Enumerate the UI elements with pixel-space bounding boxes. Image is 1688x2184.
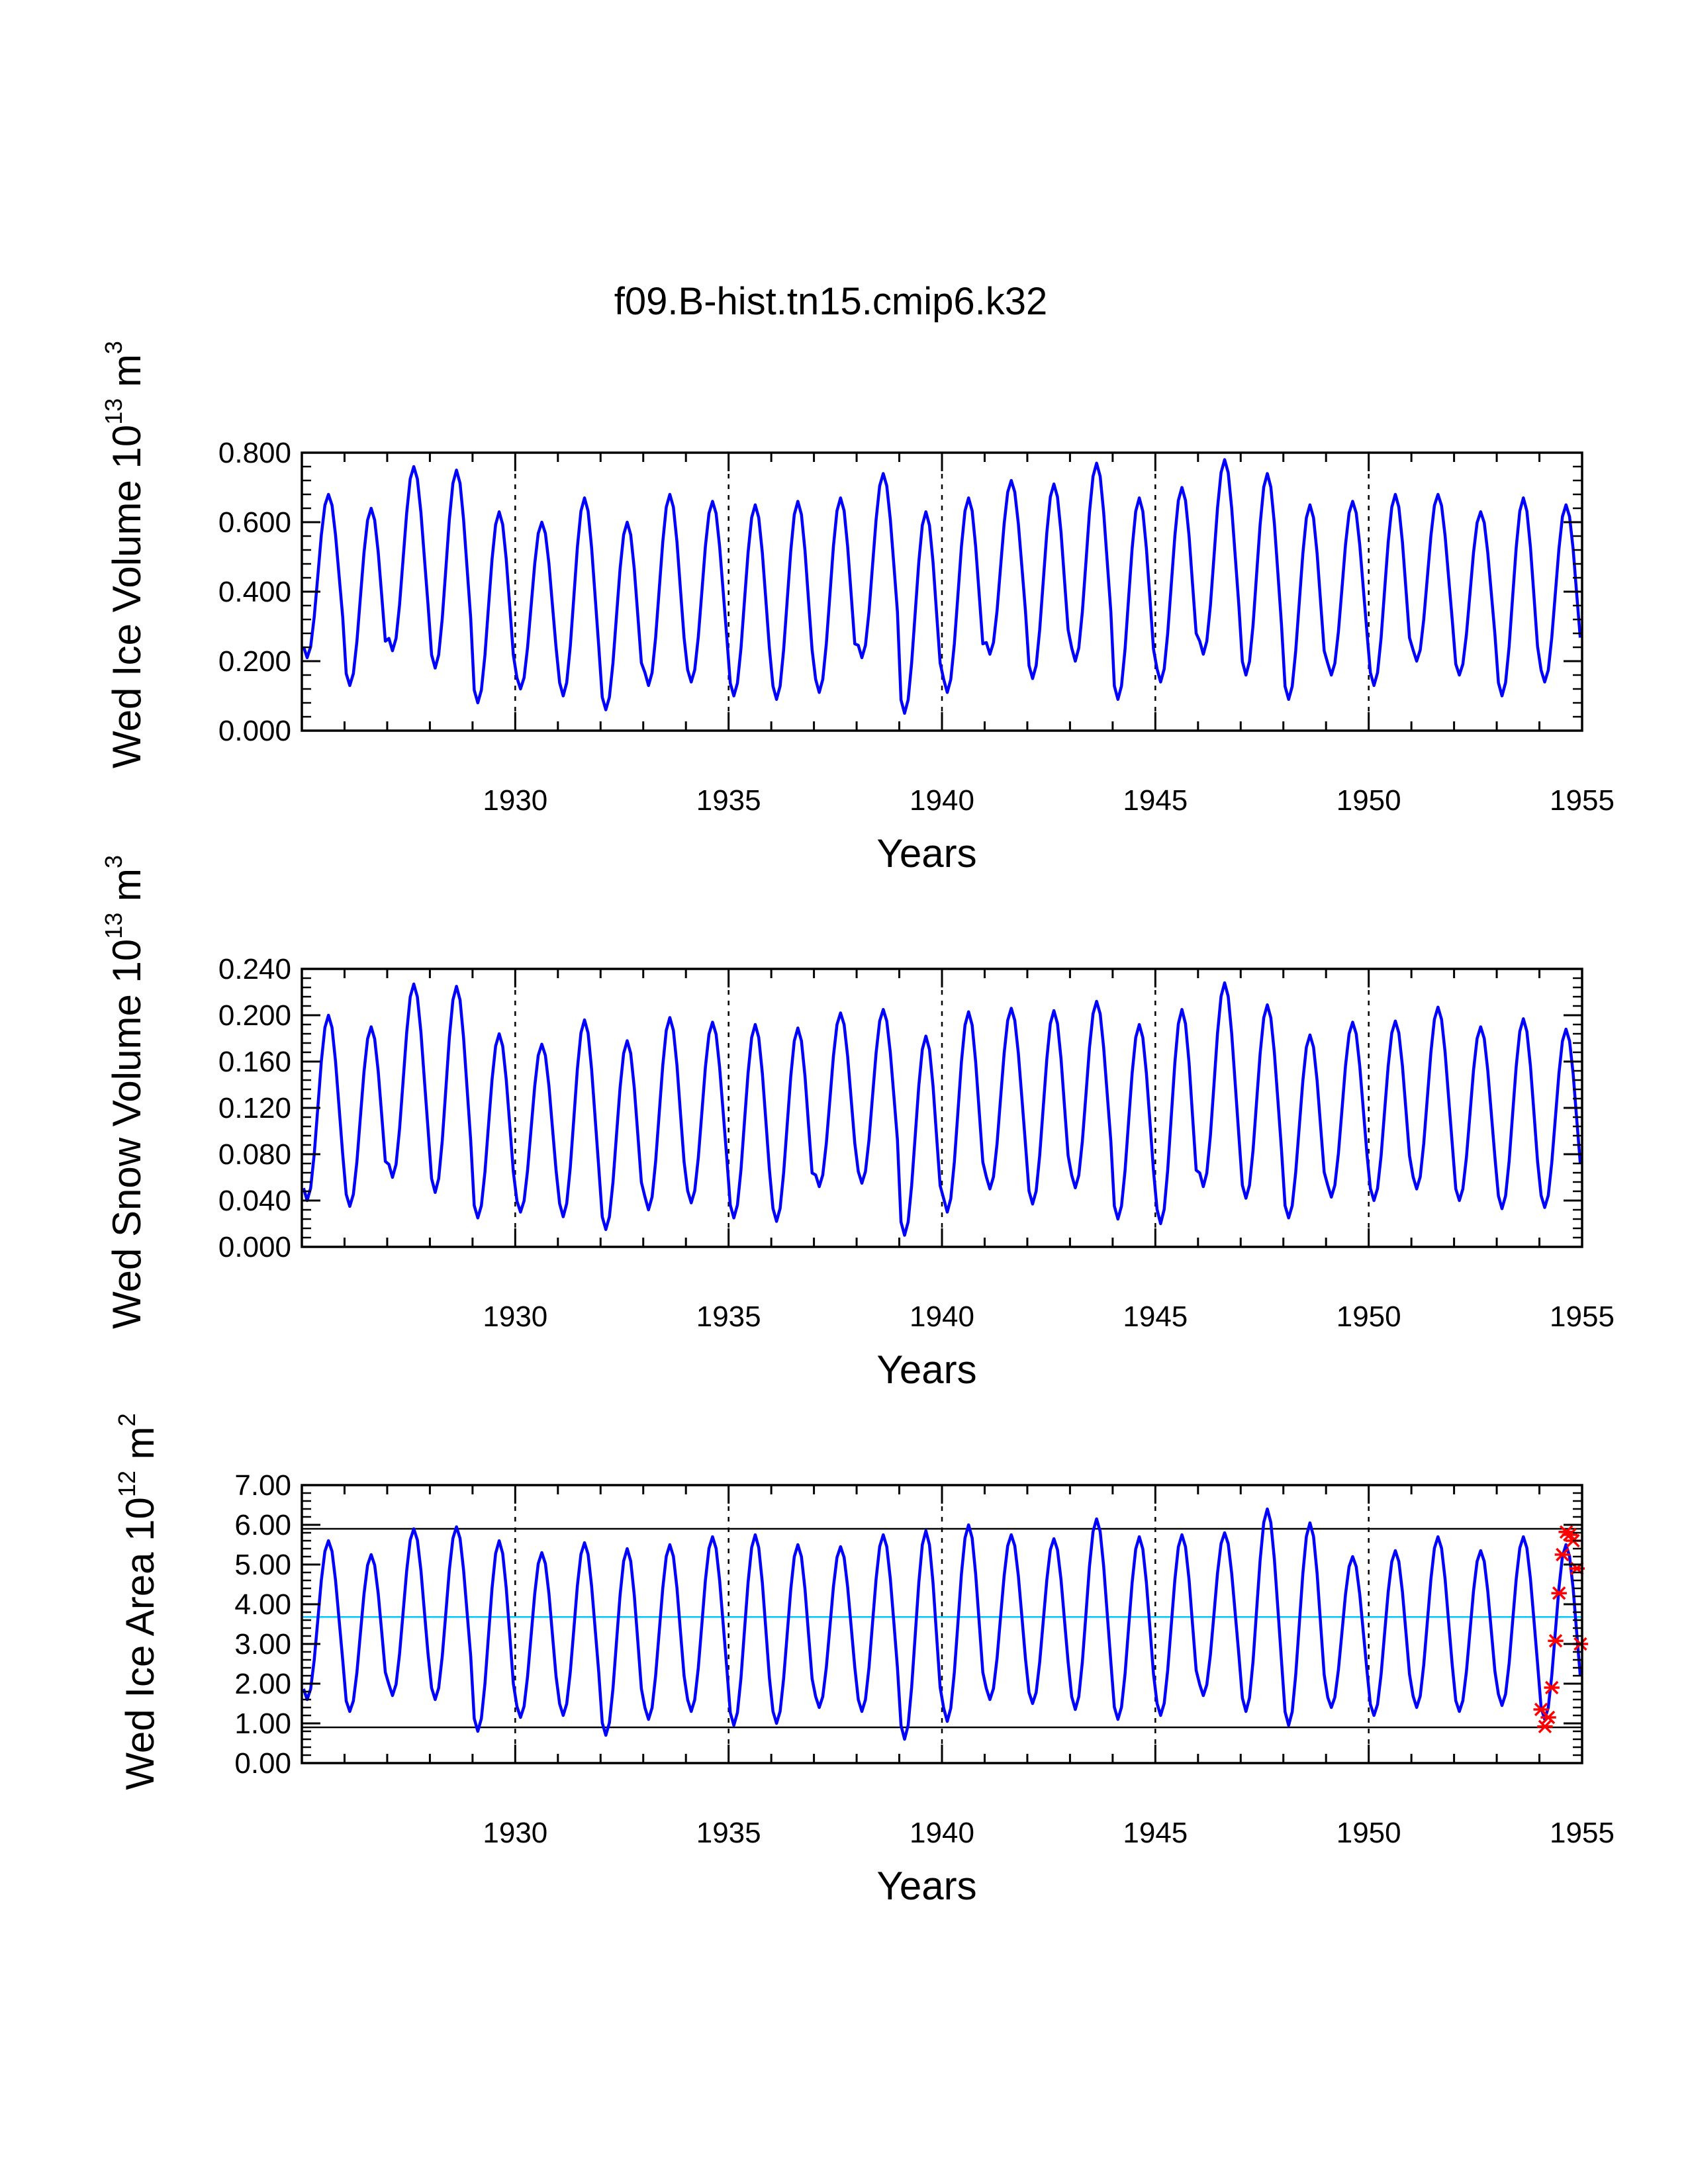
ice-volume-ylabel: Wed Ice Volume 1013 m3 (100, 341, 149, 768)
ice-volume-ytick-label: 0.800 (218, 437, 291, 469)
ice-area-marker-5 (1551, 1586, 1567, 1600)
ice-volume-panel: Years Wed Ice Volume 1013 m3 1930 1935 194… (100, 341, 1615, 876)
ice-area-ytick-label: 2.00 (234, 1668, 291, 1700)
ice-area-ytick-label: 5.00 (234, 1549, 291, 1581)
figure-title: f09.B-hist.tn15.cmip6.k32 (614, 280, 1047, 323)
snow-volume-ytick-label: 0.160 (218, 1046, 291, 1078)
ice-area-xtick-label: 1955 (1550, 1817, 1615, 1849)
snow-volume-xtick-label: 1940 (910, 1300, 974, 1333)
ice-area-xtick-label: 1935 (696, 1817, 761, 1849)
ice-volume-xtick-label: 1945 (1123, 784, 1188, 817)
ice-area-panel: Years Wed Ice Area 1012 m2 1930 1935 1940 1… (113, 1413, 1615, 1908)
ice-volume-ytick-label: 0.000 (218, 715, 291, 747)
ice-volume-xtick-label: 1940 (910, 784, 974, 817)
snow-volume-series-line (302, 981, 1582, 1237)
ice-area-ytick-label: 4.00 (234, 1588, 291, 1621)
snow-volume-xlabel: Years (876, 1347, 976, 1392)
ice-area-ytick-label: 0.00 (234, 1747, 291, 1780)
ice-area-xtick-label: 1950 (1336, 1817, 1401, 1849)
ice-volume-ytick-label: 0.600 (218, 506, 291, 539)
ice-area-marker-2 (1540, 1710, 1556, 1725)
ice-area-xtick-label: 1940 (910, 1817, 974, 1849)
ice-area-ytick-label: 7.00 (234, 1469, 291, 1502)
ice-area-ylabel: Wed Ice Area 1012 m2 (113, 1413, 162, 1790)
ice-area-xtick-label: 1945 (1123, 1817, 1188, 1849)
ice-volume-xtick-label: 1955 (1550, 784, 1615, 817)
snow-volume-panel: Years Wed Snow Volume 1013 m3 1930 1935 19… (100, 855, 1615, 1392)
ice-volume-series-line (302, 458, 1582, 715)
ice-volume-xtick-label: 1935 (696, 784, 761, 817)
snow-volume-xtick-label: 1935 (696, 1300, 761, 1333)
snow-volume-ytick-label: 0.240 (218, 953, 291, 985)
snow-volume-xtick-label: 1955 (1550, 1300, 1615, 1333)
ice-area-ytick-label: 1.00 (234, 1707, 291, 1740)
ice-area-series-line (302, 1507, 1582, 1741)
ice-area-marker-6 (1554, 1547, 1571, 1562)
snow-volume-ytick-label: 0.040 (218, 1185, 291, 1217)
ice-area-ytick-label: 6.00 (234, 1509, 291, 1541)
snow-volume-ylabel: Wed Snow Volume 1013 m3 (100, 855, 149, 1329)
snow-volume-xtick-label: 1930 (483, 1300, 547, 1333)
ice-area-marker-4 (1548, 1633, 1564, 1648)
snow-volume-ytick-label: 0.120 (218, 1092, 291, 1124)
ice-area-marker-3 (1544, 1680, 1560, 1695)
ice-area-ytick-label: 3.00 (234, 1628, 291, 1661)
snow-volume-ytick-label: 0.080 (218, 1138, 291, 1171)
snow-volume-xtick-label: 1945 (1123, 1300, 1188, 1333)
ice-area-marker-1 (1537, 1719, 1553, 1734)
ice-volume-xlabel: Years (876, 831, 976, 876)
snow-volume-ytick-label: 0.000 (218, 1231, 291, 1263)
ice-volume-xtick-label: 1950 (1336, 784, 1401, 817)
ice-area-xtick-label: 1930 (483, 1817, 547, 1849)
snow-volume-ytick-label: 0.200 (218, 999, 291, 1032)
ice-area-xlabel: Years (876, 1864, 976, 1908)
ice-volume-xtick-label: 1930 (483, 784, 547, 817)
ice-volume-ytick-label: 0.200 (218, 645, 291, 678)
ice-volume-ytick-label: 0.400 (218, 576, 291, 608)
snow-volume-xtick-label: 1950 (1336, 1300, 1401, 1333)
